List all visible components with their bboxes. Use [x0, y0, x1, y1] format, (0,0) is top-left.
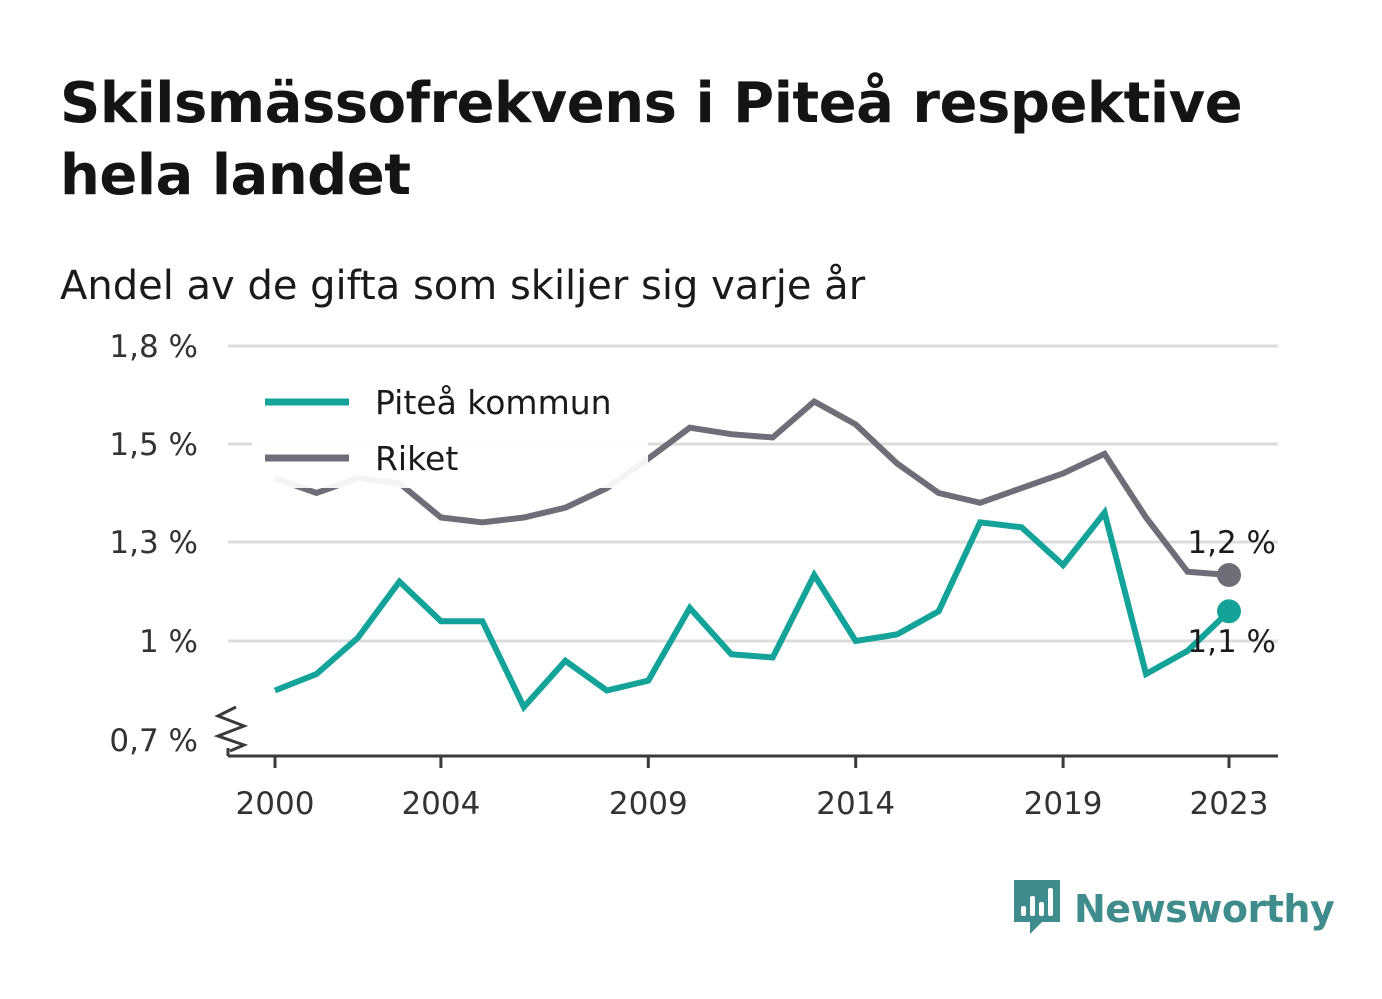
legend-background	[252, 376, 648, 488]
x-tick-label: 2019	[1024, 786, 1103, 822]
end-label-pitea: 1,1 %	[1187, 624, 1276, 660]
legend-label: Piteå kommun	[375, 383, 612, 422]
end-label-riket: 1,2 %	[1187, 525, 1276, 561]
y-tick-label: 1 %	[139, 624, 198, 660]
end-labels: 1,2 % 1,1 %	[1187, 525, 1276, 660]
y-tick-label: 1,5 %	[109, 427, 198, 463]
bar-chart-speech-icon	[1012, 878, 1062, 940]
chart-title: Skilsmässofrekvens i Piteå respektive he…	[60, 71, 1243, 208]
y-tick-label: 1,8 %	[109, 329, 198, 365]
brand-logo: Newsworthy	[1012, 878, 1335, 940]
series-lines	[273, 397, 1232, 713]
brand-name: Newsworthy	[1074, 887, 1335, 931]
x-tick-label: 2023	[1190, 786, 1269, 822]
end-point-pitea	[1217, 599, 1241, 624]
y-axis-ticks: 0,7 % 1 % 1,3 % 1,5 % 1,8 %	[109, 329, 198, 759]
legend-label: Riket	[375, 439, 458, 478]
x-tick-label: 2014	[816, 786, 895, 822]
x-axis: 2000 2004 2009 2014 2019 2023	[226, 748, 1278, 822]
y-tick-label: 0,7 %	[109, 723, 198, 759]
x-tick-label: 2009	[609, 786, 688, 822]
axis-break-icon	[213, 705, 249, 753]
chart-subtitle: Andel av de gifta som skiljer sig varje …	[60, 263, 866, 309]
end-point-riket	[1217, 563, 1241, 587]
x-tick-label: 2004	[401, 786, 480, 822]
x-tick-label: 2000	[236, 786, 315, 822]
y-tick-label: 1,3 %	[109, 525, 198, 561]
series-line-pitea	[273, 505, 1232, 713]
series-line-riket	[273, 397, 1230, 578]
legend: Piteå kommun Riket	[252, 376, 648, 488]
